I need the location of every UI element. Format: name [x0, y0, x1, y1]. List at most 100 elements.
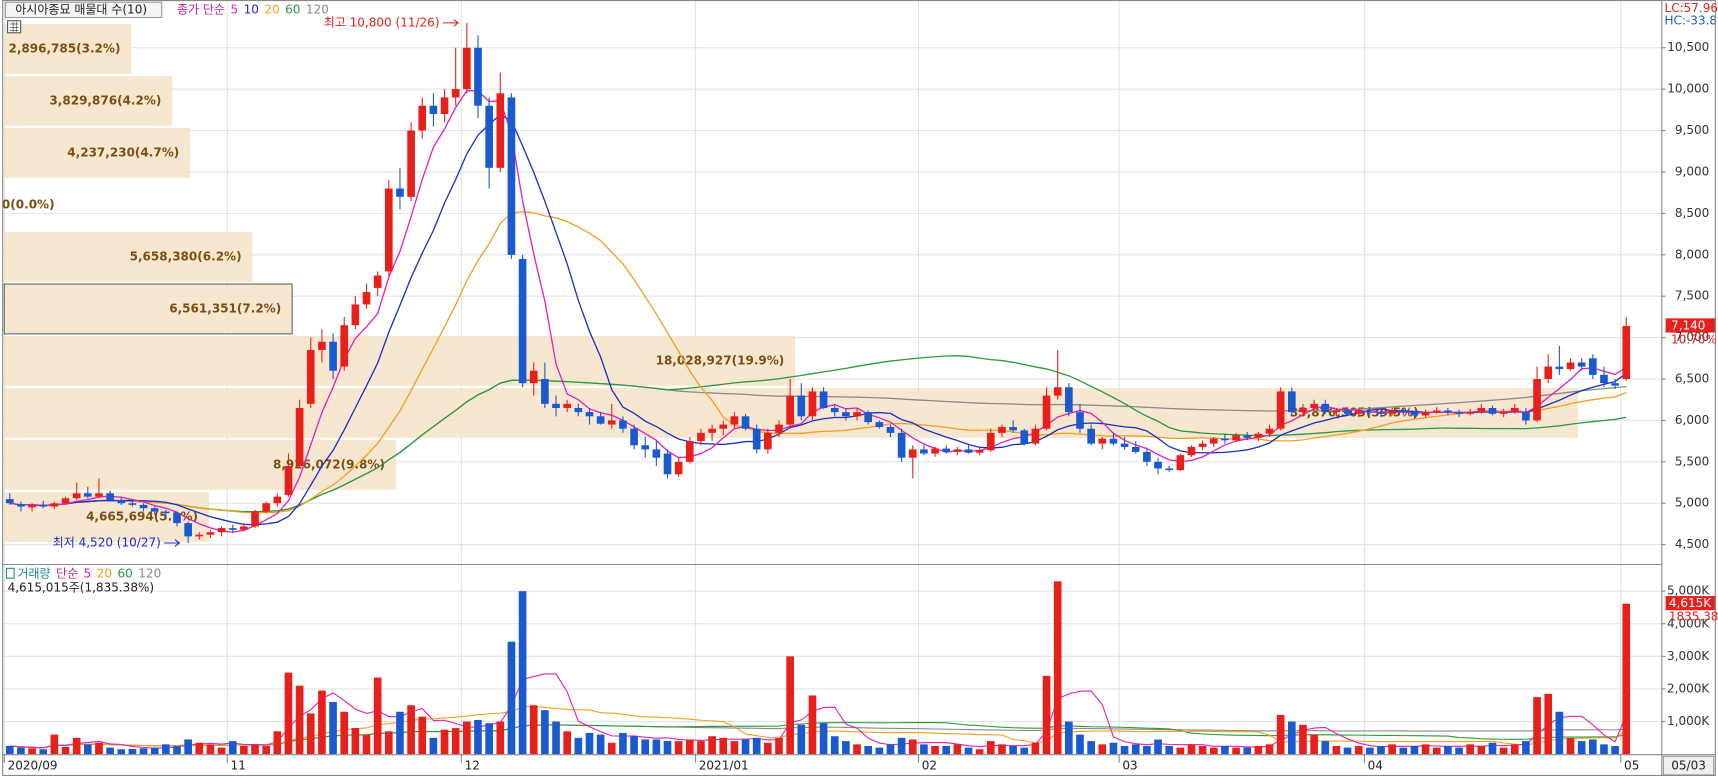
volume-bar — [697, 741, 705, 755]
candle-body — [128, 503, 137, 505]
candle-body — [1332, 410, 1341, 413]
profile-label: 5,658,380(6.2%) — [130, 249, 242, 263]
candle-body — [1399, 410, 1408, 413]
volume-bar — [184, 739, 192, 755]
volume-bar — [674, 741, 683, 755]
volume-bar — [295, 685, 304, 755]
candle-body — [1265, 428, 1274, 434]
candle-body — [1154, 461, 1162, 469]
volume-bar — [1154, 739, 1162, 755]
candle-body — [552, 403, 560, 409]
x-tick-label: 05 — [1624, 759, 1639, 773]
volume-bar — [418, 716, 427, 755]
candle-body — [1499, 412, 1508, 414]
profile-label: 4,237,230(4.7%) — [67, 145, 179, 159]
candle-body — [407, 130, 415, 197]
volume-bar — [262, 745, 271, 755]
volume-bar — [1243, 747, 1252, 755]
volume-bar — [429, 737, 438, 755]
profile-label: 3,829,876(4.2%) — [49, 93, 161, 107]
indicator-title: 아시아종묘 매물대 수(10) — [15, 2, 147, 16]
volume-bar — [1042, 675, 1051, 755]
candle-body — [563, 403, 572, 409]
candle-body — [485, 105, 493, 168]
candle-body — [5, 499, 14, 504]
y-tick-label: 8,000 — [1675, 247, 1709, 261]
candle-body — [1533, 379, 1541, 421]
candle-body — [607, 420, 616, 425]
candle-body — [596, 416, 605, 424]
candle-body — [1455, 412, 1463, 414]
volume-bar — [1165, 745, 1174, 755]
candle-body — [619, 420, 627, 429]
volume-bar — [886, 744, 895, 755]
candle-body — [875, 422, 884, 428]
candle-body — [1566, 362, 1575, 370]
volume-bar — [329, 701, 337, 755]
candle-body — [440, 97, 449, 114]
candle-body — [50, 503, 59, 507]
candle-body — [362, 292, 371, 305]
volume-bar — [463, 721, 471, 755]
last-volume-box — [1665, 596, 1716, 611]
volume-bar — [28, 748, 36, 755]
candle-body — [1354, 411, 1363, 414]
volume-bar — [39, 749, 48, 755]
candle-body — [195, 534, 204, 537]
legend-box — [4, 1, 163, 19]
y-tick-label: 7,000 — [1675, 330, 1709, 344]
candle-body — [28, 504, 36, 508]
candle-body — [139, 504, 148, 509]
volume-bar — [986, 741, 995, 755]
volume-bar — [485, 723, 493, 755]
ma-legend-period: 20 — [264, 2, 279, 16]
x-tick-label: 2021/01 — [699, 759, 749, 773]
y-tick-label: 10,000 — [1667, 82, 1709, 96]
volume-bar — [1611, 745, 1619, 755]
volume-bar — [72, 737, 81, 755]
volume-bar — [1499, 747, 1508, 755]
volume-bar — [1588, 739, 1597, 755]
candle-body — [1622, 326, 1631, 380]
candle-body — [1488, 408, 1497, 414]
volume-bar — [396, 711, 404, 755]
candle-body — [396, 188, 404, 197]
volume-bar — [1354, 745, 1363, 755]
last-volume-label: 4,615K — [1669, 596, 1712, 610]
profile-label: 0(0.0%) — [2, 197, 55, 211]
y-tick-label: 6,500 — [1675, 372, 1709, 386]
y-tick-label: 2,000K — [1667, 681, 1710, 695]
candle-body — [1143, 451, 1151, 462]
volume-ma-legend-period: 60 — [118, 566, 133, 580]
volume-bar — [552, 721, 560, 755]
candle-body — [251, 511, 259, 527]
candle-body — [1287, 391, 1296, 413]
volume-bar — [1510, 744, 1519, 755]
y-tick-label: 5,500 — [1675, 454, 1709, 468]
y-tick-label: 6,000 — [1675, 413, 1709, 427]
candle-body — [986, 432, 995, 451]
volume-bar — [541, 710, 549, 755]
volume-bar — [318, 690, 326, 755]
candle-body — [1165, 468, 1174, 471]
volume-bar — [786, 656, 794, 755]
volume-bar — [1120, 745, 1129, 755]
y-tick-label: 8,500 — [1675, 206, 1709, 220]
volume-bar — [1399, 747, 1408, 755]
volume-bar — [908, 739, 917, 755]
volume-bar — [864, 745, 873, 755]
volume-bar — [1176, 747, 1185, 755]
volume-bar — [596, 734, 605, 755]
x-tick-label: 11 — [231, 759, 246, 773]
volume-bar — [964, 747, 973, 755]
candle-body — [173, 513, 181, 524]
volume-bar — [1221, 745, 1229, 755]
candle-body — [529, 370, 538, 384]
volume-legend-label: 거래량 — [17, 566, 50, 580]
volume-bar — [529, 705, 538, 755]
volume-bar — [1020, 747, 1029, 755]
y-tick-label: 5,000K — [1667, 584, 1710, 598]
last-date-label: 05/03 — [1671, 759, 1706, 773]
volume-bar — [563, 731, 572, 755]
candle-body — [1611, 383, 1619, 386]
